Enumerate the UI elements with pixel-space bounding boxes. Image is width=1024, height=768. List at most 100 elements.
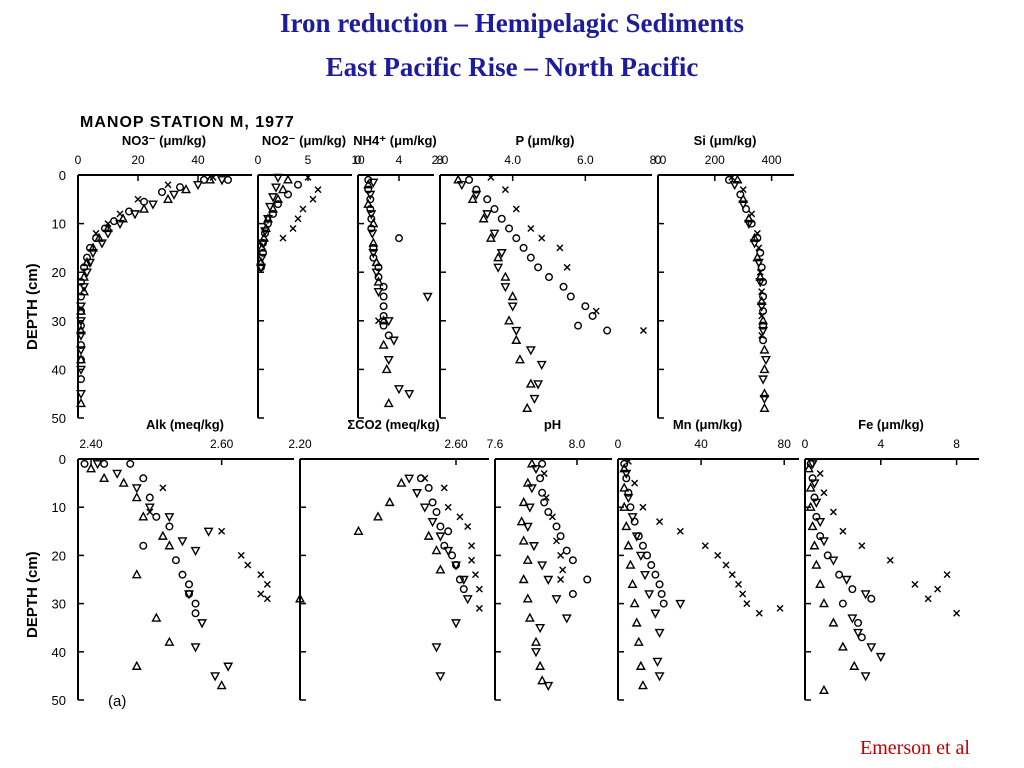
data-point-inverted-triangle [265,202,275,213]
data-point-circle [374,263,383,272]
data-point-circle [379,282,388,291]
data-point-triangle [537,675,548,685]
data-point-triangle [837,641,848,651]
data-point-triangle [518,496,529,507]
data-point-inverted-triangle [383,355,394,366]
data-point-triangle [431,545,442,555]
slide-title-line2: East Pacific Rise – North Pacific [325,52,699,82]
depth-tick-labels-bottom: 0 10 20 30 40 50 [52,452,66,708]
data-point-inverted-triangle [76,390,86,400]
series-circle [806,459,876,642]
data-point-circle [559,282,568,291]
data-point-inverted-triangle [755,278,766,288]
series-invtriangle [807,460,886,682]
data-point-x [464,522,472,530]
data-point-x [527,224,535,232]
data-point-inverted-triangle [422,292,433,302]
data-point-x [829,508,837,516]
data-point-circle [274,200,283,209]
data-point-triangle [507,291,518,301]
series-x [624,457,784,617]
data-point-inverted-triangle [536,360,547,371]
x-tick-label: 7.6 [487,437,504,451]
data-point-x [538,234,546,242]
series-invtriangle [256,173,283,273]
data-point-inverted-triangle [427,517,438,528]
series-x [487,173,647,335]
data-point-x [487,173,495,181]
data-point-inverted-triangle [482,210,493,220]
data-point-circle [519,243,528,252]
data-point-triangle [79,271,89,281]
data-point-circle [556,532,565,541]
data-point-inverted-triangle [76,317,86,327]
panel-title: pH [544,417,561,432]
data-point-x [592,307,600,315]
data-point-inverted-triangle [654,628,665,638]
data-point-triangle [353,525,364,535]
data-point-circle [624,488,633,497]
data-point-triangle [621,521,632,531]
data-point-inverted-triangle [537,561,548,571]
data-point-x [556,244,564,252]
data-point-inverted-triangle [471,190,482,200]
data-point-triangle [752,252,763,262]
data-point-circle [505,224,514,233]
data-point-x [309,195,317,203]
data-point-x [444,503,452,511]
data-point-triangle [811,559,822,569]
data-point-circle [444,527,453,536]
data-point-triangle [157,530,168,540]
panel-title: Fe (μm/kg) [858,417,924,432]
data-point-x [748,210,756,218]
data-point-triangle [373,276,384,286]
data-point-triangle [368,218,379,228]
profile-panel: ΣCO2 (meq/kg) 2.20 2.60 [288,417,489,701]
x-tick-label: 8.0 [569,437,586,451]
data-point-inverted-triangle [451,619,461,629]
data-point-circle [366,205,375,214]
data-point-inverted-triangle [753,258,764,268]
x-tick-label: 5 [305,153,312,167]
data-point-inverted-triangle [535,624,546,634]
data-point-triangle [278,184,288,194]
data-point-circle [857,633,866,642]
profile-panel: NH4⁺ (μm/kg) 0 4 8 [353,133,444,419]
data-point-inverted-triangle [533,380,544,390]
data-point-circle [369,243,378,252]
data-point-x [739,590,747,598]
data-point-circle [534,263,543,272]
data-point-triangle [295,593,305,603]
data-point-x [375,317,382,325]
data-point-x [753,229,761,237]
data-point-x [548,513,556,521]
data-point-x [553,537,560,545]
series-invtriangle [365,178,433,400]
data-point-x [631,479,639,487]
data-point-x [557,576,565,583]
data-point-circle [603,326,612,335]
data-point-circle [440,541,449,550]
series-circle [80,459,200,618]
data-point-circle [145,493,154,502]
x-tick-label: 0 [355,153,362,167]
data-point-inverted-triangle [500,283,511,293]
panel-title: NO3⁻ (μm/kg) [122,133,206,148]
data-point-inverted-triangle [367,229,378,239]
data-point-circle [545,273,554,282]
data-point-triangle [514,354,525,364]
data-point-circle [165,522,174,531]
data-point-triangle [164,636,175,646]
data-point-triangle [257,242,267,252]
data-point-x [279,234,287,242]
data-point-circle [379,292,388,301]
x-tick-label: 0 [75,153,82,167]
data-point-x [714,551,722,559]
data-point-inverted-triangle [756,302,767,312]
data-point-circle [436,522,445,531]
data-point-circle [574,321,583,330]
data-point-inverted-triangle [525,346,536,356]
data-point-triangle [363,179,374,189]
data-point-circle [126,459,135,468]
data-point-inverted-triangle [131,484,142,494]
